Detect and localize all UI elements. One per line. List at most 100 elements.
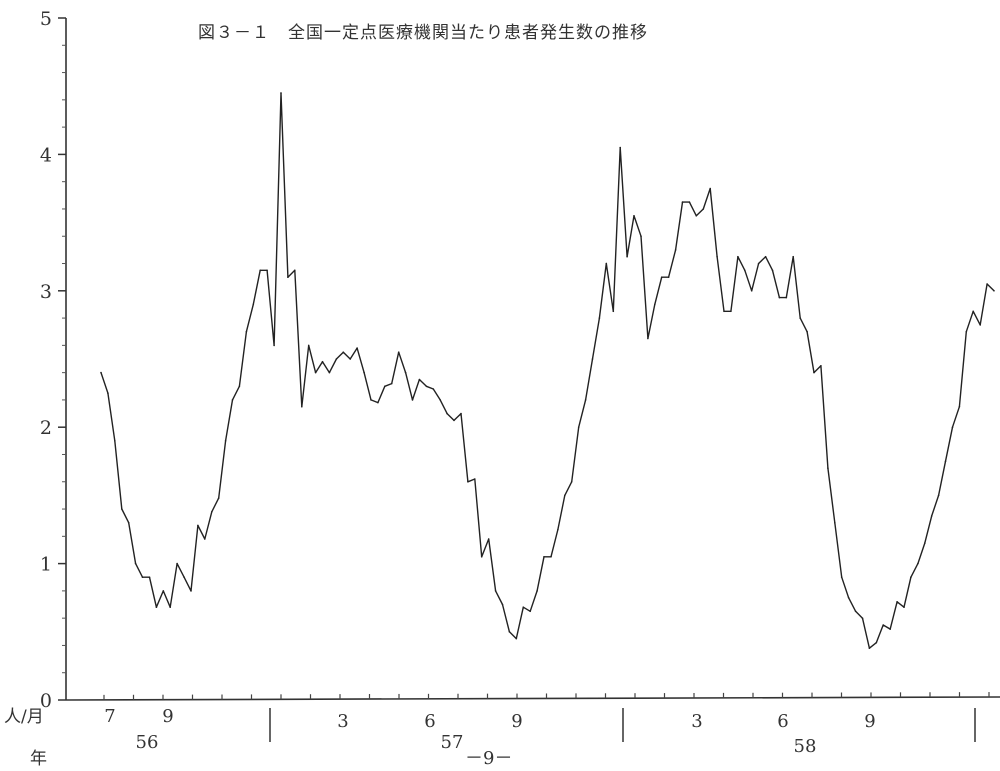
data-point [979,324,981,326]
data-point [647,337,649,340]
data-point [702,208,705,210]
data-point [834,521,836,524]
data-point [508,631,511,633]
data-point [917,562,919,565]
data-point [612,310,615,313]
data-point [384,385,386,388]
data-point [640,235,642,237]
axis-labels: 7 9 3 6 9 3 6 956 57 58人/月年 [4,706,876,769]
data-point [944,460,947,463]
data-point [273,344,275,347]
data-point [536,590,538,592]
x-month-label: 7 [104,706,115,727]
data-point [598,317,601,319]
y-tick-label: 2 [40,417,52,439]
data-point [446,412,448,415]
x-month-label: 6 [777,711,788,732]
data-point [764,255,767,258]
data-point [134,562,137,565]
data-point [903,606,905,608]
data-point [100,371,102,374]
data-point [411,399,414,401]
data-point [515,637,518,640]
data-point [577,426,580,429]
x-month-label: 3 [691,711,702,732]
series-line [100,92,995,649]
data-point [910,576,912,578]
data-point [252,303,255,306]
data-point [896,601,898,603]
x-year-label: 58 [794,736,817,757]
data-point [681,201,684,203]
data-point [778,296,781,299]
data-point [460,412,462,415]
data-point [813,371,815,374]
data-point [771,269,774,272]
data-point [709,187,711,190]
data-point [266,269,268,272]
data-point [799,317,801,319]
data-point [660,276,663,279]
data-point [937,494,940,497]
data-point [114,440,116,442]
data-point [197,524,199,527]
data-point [930,515,933,517]
data-point [723,310,725,313]
data-point [121,508,123,510]
data-point [190,590,192,592]
data-point [633,215,635,217]
axes [65,18,1000,701]
data-point [695,215,698,217]
data-point [356,347,358,349]
data-point [750,290,753,292]
data-point [564,494,566,497]
data-point [958,405,961,408]
data-point [494,590,497,592]
data-point [570,481,573,483]
x-unit-label: 年 [30,749,47,769]
data-point [785,296,788,299]
data-point [328,371,331,374]
data-point [480,556,483,558]
data-point [827,467,829,469]
data-point [820,365,822,367]
data-point [847,596,850,599]
data-point [155,606,158,608]
data-point [432,388,435,390]
data-point [806,330,808,333]
y-unit-label: 人/月 [4,707,44,727]
data-point [301,405,303,408]
data-point [591,358,594,360]
data-point [280,92,282,94]
data-point [169,606,171,608]
data-point [294,269,296,272]
data-point [370,399,372,401]
x-year-label: 57 [441,732,464,753]
y-tick-label: 4 [40,144,52,166]
data-point [259,269,262,272]
data-point [986,283,988,285]
data-point [217,497,220,499]
data-point [744,269,746,272]
data-point [453,419,455,422]
data-point [501,603,504,606]
data-point [349,358,352,360]
data-point [107,392,109,394]
data-point [245,330,248,333]
x-month-label: 3 [337,711,348,732]
data-point [307,344,310,347]
data-point [314,371,317,374]
data-point [550,556,552,558]
x-year-label: 56 [136,732,159,753]
data-point [377,401,379,404]
data-point [335,358,338,360]
data-point [404,371,407,374]
data-point [321,360,324,363]
data-point [868,647,871,649]
y-tick-label: 1 [40,554,52,576]
data-point [238,385,241,388]
data-point [605,262,608,265]
x-axis-line [65,696,1000,701]
data-point [529,610,531,613]
